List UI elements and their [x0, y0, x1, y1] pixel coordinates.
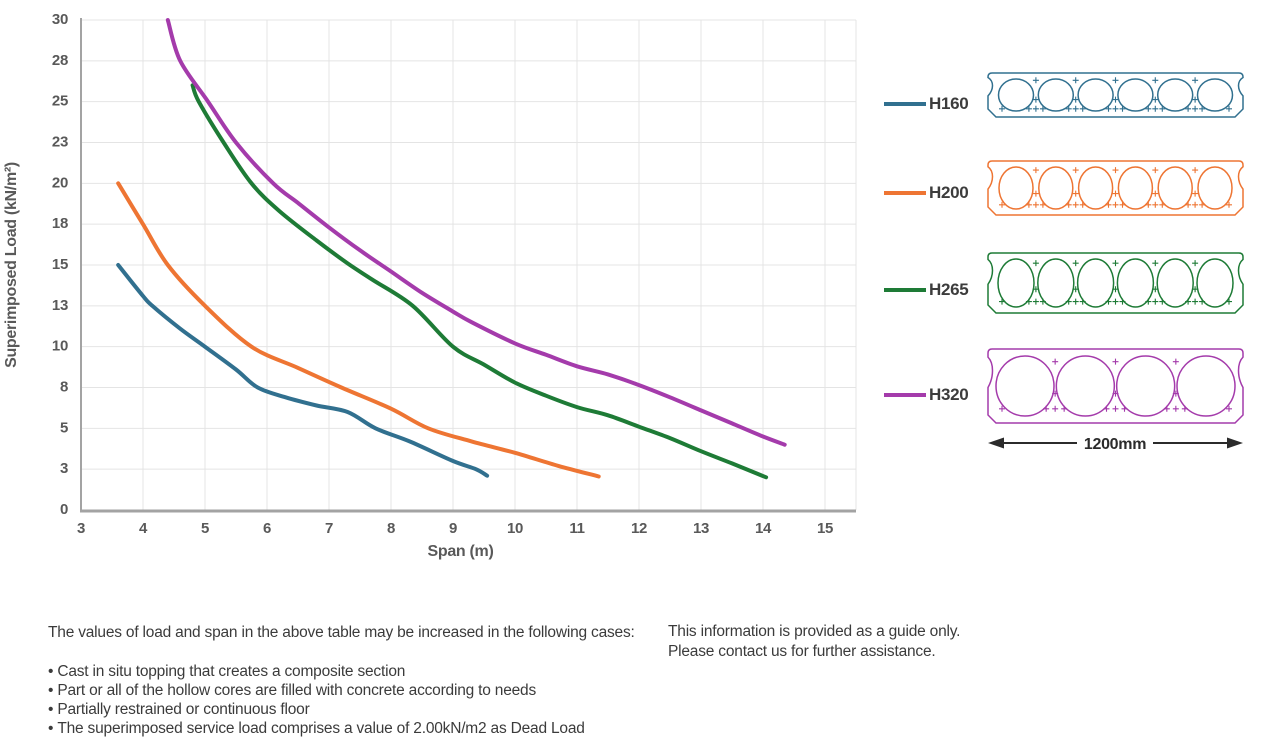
svg-text:9: 9 — [449, 520, 457, 537]
legend-item-H265: H265 — [884, 280, 969, 300]
hollow-core — [1038, 166, 1074, 210]
svg-text:14: 14 — [755, 520, 772, 537]
svg-text:8: 8 — [60, 378, 68, 395]
svg-text:4: 4 — [139, 520, 148, 537]
legend-label: H160 — [929, 94, 969, 113]
hollow-core — [997, 78, 1035, 112]
legend-swatch-H160 — [884, 102, 926, 106]
cross-section-H160 — [987, 72, 1244, 118]
svg-text:6: 6 — [263, 520, 271, 537]
svg-text:3: 3 — [77, 520, 85, 537]
hollow-core — [1196, 258, 1234, 308]
svg-text:5: 5 — [201, 520, 209, 537]
legend-item-H160: H160 — [884, 94, 969, 114]
width-dimension-arrow: 1200mm — [988, 436, 1243, 453]
legend-item-H200: H200 — [884, 183, 969, 203]
notes-intro: The values of load and span in the above… — [48, 624, 635, 641]
slab-outline — [987, 72, 1244, 118]
legend-label: H200 — [929, 183, 969, 202]
slab-outline — [987, 160, 1244, 216]
notes-bullet: Partially restrained or continuous floor — [48, 702, 648, 718]
legend-swatch-H265 — [884, 288, 926, 292]
hollow-core — [1157, 166, 1193, 210]
gridlines — [81, 19, 857, 510]
svg-text:12: 12 — [631, 520, 647, 537]
cross-section-H200 — [987, 160, 1244, 216]
svg-text:8: 8 — [387, 520, 395, 537]
svg-text:3: 3 — [60, 460, 68, 477]
series-line-H265 — [190, 83, 769, 480]
series-line-H200 — [116, 181, 601, 479]
legend-swatch-H320 — [884, 393, 926, 397]
notes-block: The values of load and span in the above… — [48, 624, 648, 740]
svg-text:20: 20 — [52, 174, 68, 191]
svg-text:5: 5 — [60, 419, 68, 436]
svg-text:23: 23 — [52, 133, 68, 150]
cross-section-H265 — [987, 252, 1244, 314]
hollow-core — [1077, 166, 1114, 210]
hollow-core — [998, 166, 1034, 210]
slab-cross-sections: 1200mm — [987, 72, 1244, 453]
hollow-core — [1197, 166, 1233, 210]
hollow-core — [1196, 78, 1234, 112]
svg-text:7: 7 — [325, 520, 333, 537]
svg-text:30: 30 — [52, 11, 68, 28]
series-line-H320 — [165, 18, 787, 447]
notes-bullet: Cast in situ topping that creates a comp… — [48, 664, 648, 680]
legend-label: H265 — [929, 280, 969, 299]
svg-text:18: 18 — [52, 215, 68, 232]
svg-text:13: 13 — [693, 520, 709, 537]
hollow-core — [1156, 258, 1194, 308]
cross-section-H320 — [987, 348, 1244, 424]
y-axis-title: Superimposed Load (kN/m²) — [3, 162, 20, 368]
width-dimension-label: 1200mm — [1084, 436, 1146, 453]
svg-text:28: 28 — [52, 52, 68, 69]
hollow-core — [1116, 258, 1155, 308]
legend-item-H320: H320 — [884, 385, 969, 405]
hollow-core — [1076, 258, 1115, 308]
svg-text:15: 15 — [817, 520, 833, 537]
notes-bullet: The superimposed service load comprises … — [48, 721, 648, 737]
hollow-core — [995, 355, 1055, 417]
svg-text:13: 13 — [52, 297, 68, 314]
svg-text:0: 0 — [60, 501, 68, 518]
svg-text:15: 15 — [52, 256, 68, 273]
svg-text:25: 25 — [52, 93, 68, 110]
notes-bullet: Part or all of the hollow cores are fill… — [48, 683, 648, 699]
notes-bullet-list: Cast in situ topping that creates a comp… — [48, 664, 648, 737]
hollow-core — [1037, 78, 1075, 112]
guide-note-block: This information is provided as a guide … — [668, 624, 1088, 664]
hollow-core — [1037, 258, 1075, 308]
guide-note-line: This information is provided as a guide … — [668, 623, 961, 640]
y-tick-labels: 0 3 5 8 10 13 15 18 20 23 25 28 30 — [52, 11, 68, 518]
guide-note-line: Please contact us for further assistance… — [668, 643, 936, 660]
legend-label: H320 — [929, 385, 969, 404]
hollow-core — [997, 258, 1035, 308]
x-axis-title: Span (m) — [427, 543, 493, 560]
svg-text:10: 10 — [507, 520, 523, 537]
slab-outline — [987, 348, 1244, 424]
hollow-core — [1117, 166, 1154, 210]
hollow-core — [1077, 78, 1114, 112]
hollow-core — [1176, 355, 1236, 417]
hollow-core — [1117, 78, 1154, 112]
series-line-H160 — [116, 263, 490, 478]
svg-text:10: 10 — [52, 338, 68, 355]
x-tick-labels: 3 4 5 6 7 8 9 10 11 12 13 14 15 — [77, 520, 833, 537]
svg-text:11: 11 — [569, 520, 584, 537]
slab-outline — [987, 252, 1244, 314]
chart-legend: H160 H200 H265 H320 — [884, 0, 984, 470]
legend-swatch-H200 — [884, 191, 926, 195]
hollow-core — [1156, 78, 1194, 112]
hollow-core — [1055, 355, 1116, 417]
hollow-core — [1115, 355, 1176, 417]
